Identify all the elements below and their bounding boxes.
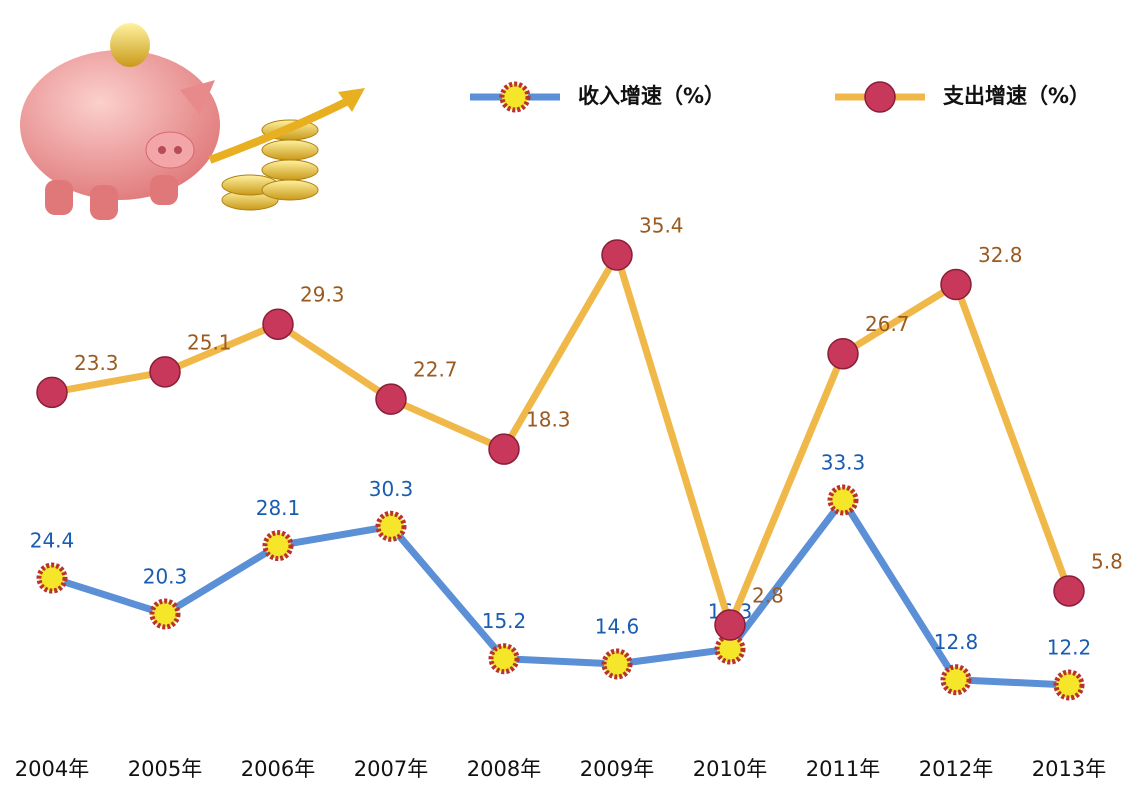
legend: 收入增速（%） 支出增速（%） (470, 82, 1090, 112)
series-line (52, 255, 1069, 625)
data-point (715, 610, 745, 640)
data-label: 12.2 (1047, 636, 1092, 660)
data-point (39, 565, 65, 591)
x-tick-label: 2006年 (241, 757, 315, 781)
data-label: 26.7 (865, 312, 910, 336)
data-label: 20.3 (143, 564, 188, 588)
legend-marker (502, 84, 528, 110)
data-point (1054, 576, 1084, 606)
data-label: 2.8 (752, 584, 784, 608)
legend-label: 收入增速（%） (578, 84, 725, 108)
data-label: 33.3 (821, 451, 866, 475)
x-tick-label: 2012年 (919, 757, 993, 781)
x-tick-label: 2013年 (1032, 757, 1106, 781)
chart: 收入增速（%） 支出增速（%） 24.4 20.3 28.1 30.3 15.2 14.6 1… (0, 0, 1142, 787)
x-tick-label: 2009年 (580, 757, 654, 781)
data-label: 5.8 (1091, 549, 1123, 573)
data-point (602, 240, 632, 270)
series-line (52, 500, 1069, 685)
x-tick-label: 2007年 (354, 757, 428, 781)
data-label: 29.3 (300, 283, 345, 307)
data-label: 18.3 (526, 408, 571, 432)
data-label: 30.3 (369, 477, 414, 501)
data-point (491, 646, 517, 672)
data-point (828, 339, 858, 369)
data-label: 15.2 (482, 609, 527, 633)
data-point (263, 309, 293, 339)
data-point (150, 357, 180, 387)
x-tick-label: 2010年 (693, 757, 767, 781)
x-tick-label: 2008年 (467, 757, 541, 781)
legend-label: 支出增速（%） (943, 84, 1090, 108)
data-label: 35.4 (639, 214, 684, 238)
data-point (378, 513, 404, 539)
x-tick-label: 2011年 (806, 757, 880, 781)
data-label: 25.1 (187, 330, 232, 354)
data-label: 12.8 (934, 630, 979, 654)
data-label: 28.1 (256, 496, 301, 520)
x-tick-label: 2004年 (15, 757, 89, 781)
data-point (152, 601, 178, 627)
data-point (604, 651, 630, 677)
plot-area: 24.420.328.130.315.214.616.333.312.812.2… (15, 214, 1123, 782)
data-label: 24.4 (30, 529, 75, 553)
data-point (943, 667, 969, 693)
data-label: 22.7 (413, 358, 458, 382)
data-point (489, 434, 519, 464)
x-tick-label: 2005年 (128, 757, 202, 781)
decoration (20, 23, 365, 220)
data-point (830, 487, 856, 513)
data-point (265, 533, 291, 559)
data-point (941, 270, 971, 300)
data-point (37, 377, 67, 407)
data-label: 14.6 (595, 614, 640, 638)
data-point (376, 384, 406, 414)
data-point (1056, 672, 1082, 698)
legend-marker (865, 82, 895, 112)
data-label: 23.3 (74, 351, 119, 375)
data-label: 32.8 (978, 243, 1023, 267)
